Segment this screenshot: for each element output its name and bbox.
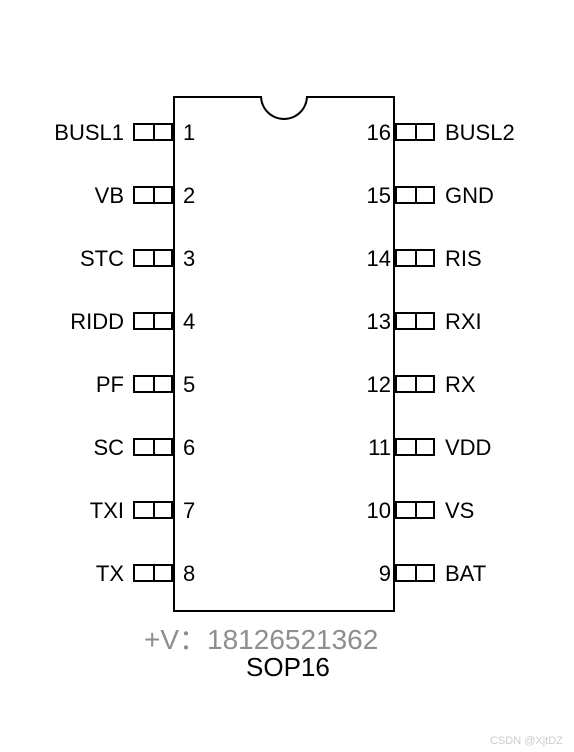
pin-label-left: RIDD [70, 309, 124, 335]
pin-number: 10 [367, 498, 391, 524]
pin-number: 7 [183, 498, 195, 524]
pin-divider [415, 438, 417, 456]
pin-divider [153, 501, 155, 519]
pin-divider [415, 186, 417, 204]
attribution-text: CSDN @XjtDZ [490, 735, 563, 747]
pin-divider [415, 564, 417, 582]
pin-number: 15 [367, 183, 391, 209]
pin-number: 4 [183, 309, 195, 335]
pin-label-right: BUSL2 [445, 120, 515, 146]
pin-label-right: BAT [445, 561, 486, 587]
pin-divider [415, 249, 417, 267]
pin-label-right: VDD [445, 435, 491, 461]
pin-label-right: RXI [445, 309, 482, 335]
pin-divider [415, 375, 417, 393]
pin-number: 5 [183, 372, 195, 398]
pin-number: 2 [183, 183, 195, 209]
pin-label-left: TXI [90, 498, 124, 524]
chip-body [173, 96, 395, 612]
pin-divider [153, 438, 155, 456]
pin-label-left: VB [95, 183, 124, 209]
pin-number: 13 [367, 309, 391, 335]
pin-label-right: GND [445, 183, 494, 209]
pin-divider [153, 564, 155, 582]
pin-divider [415, 312, 417, 330]
pin-label-left: PF [96, 372, 124, 398]
pin-divider [153, 249, 155, 267]
pin-number: 1 [183, 120, 195, 146]
pin-number: 9 [379, 561, 391, 587]
pin-number: 6 [183, 435, 195, 461]
pin-number: 16 [367, 120, 391, 146]
pin-label-right: RIS [445, 246, 482, 272]
pin-number: 8 [183, 561, 195, 587]
pin-label-left: TX [96, 561, 124, 587]
pin-divider [153, 375, 155, 393]
pin-label-right: RX [445, 372, 476, 398]
pin-divider [153, 123, 155, 141]
pin-number: 14 [367, 246, 391, 272]
pin-label-left: BUSL1 [54, 120, 124, 146]
diagram-canvas: 1 BUSL1 2 VB 3 STC 4 RIDD 5 PF 6 SC 7 TX… [0, 0, 574, 752]
pin-number: 12 [367, 372, 391, 398]
pin-number: 11 [368, 435, 391, 461]
pin-label-right: VS [445, 498, 474, 524]
pin-divider [415, 501, 417, 519]
pin-divider [153, 186, 155, 204]
pin-divider [153, 312, 155, 330]
pin-label-left: SC [93, 435, 124, 461]
package-label: SOP16 [246, 652, 330, 683]
pin-number: 3 [183, 246, 195, 272]
pin-label-left: STC [80, 246, 124, 272]
pin-divider [415, 123, 417, 141]
